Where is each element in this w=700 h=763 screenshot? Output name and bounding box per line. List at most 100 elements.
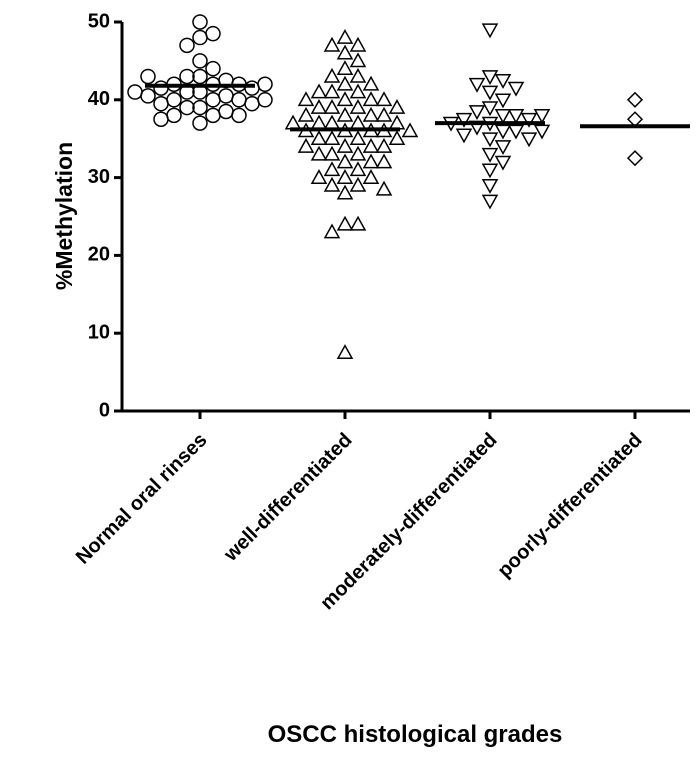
point — [312, 132, 326, 145]
point — [258, 93, 272, 107]
point — [338, 31, 352, 44]
point — [180, 69, 194, 83]
y-tick-label: 50 — [88, 10, 110, 32]
y-tick-label: 10 — [88, 321, 110, 343]
point — [338, 171, 352, 184]
point — [232, 93, 246, 107]
point — [351, 54, 365, 67]
point — [377, 108, 391, 121]
point — [535, 110, 549, 123]
point — [154, 112, 168, 126]
y-tick-label: 40 — [88, 88, 110, 110]
point — [325, 101, 339, 114]
point — [180, 38, 194, 52]
point — [509, 125, 523, 138]
point — [167, 93, 181, 107]
point — [312, 147, 326, 160]
point — [496, 94, 510, 107]
point — [193, 69, 207, 83]
point — [167, 108, 181, 122]
point — [128, 85, 142, 99]
point — [154, 81, 168, 95]
point — [141, 89, 155, 103]
y-tick-label: 0 — [99, 399, 110, 421]
point — [364, 155, 378, 168]
point — [338, 217, 352, 230]
point — [312, 101, 326, 114]
point — [628, 93, 642, 107]
point — [496, 141, 510, 154]
point — [325, 132, 339, 145]
x-tick-label: well-differentiated — [219, 429, 356, 566]
point — [351, 178, 365, 191]
point — [364, 93, 378, 106]
y-tick-label: 30 — [88, 166, 110, 188]
point — [351, 38, 365, 51]
point — [364, 139, 378, 152]
point — [470, 79, 484, 92]
point — [483, 195, 497, 208]
point — [351, 163, 365, 176]
point — [351, 132, 365, 145]
point — [325, 38, 339, 51]
chart: %Methylation OSCC histological grades 0 1… — [0, 0, 700, 758]
point — [219, 104, 233, 118]
point — [206, 93, 220, 107]
point — [338, 186, 352, 199]
point — [351, 116, 365, 129]
point — [180, 101, 194, 115]
point — [338, 139, 352, 152]
point — [206, 27, 220, 41]
point — [338, 46, 352, 59]
point — [325, 69, 339, 82]
point — [325, 116, 339, 129]
point — [509, 83, 523, 96]
point — [483, 133, 497, 146]
point — [351, 147, 365, 160]
point — [496, 110, 510, 123]
point — [364, 171, 378, 184]
point — [312, 116, 326, 129]
point — [232, 108, 246, 122]
point — [219, 89, 233, 103]
y-tick-label: 20 — [88, 244, 110, 266]
point — [258, 77, 272, 91]
point — [299, 139, 313, 152]
point — [483, 180, 497, 193]
point — [299, 108, 313, 121]
point — [483, 149, 497, 162]
point — [312, 85, 326, 98]
point — [496, 125, 510, 138]
point — [390, 116, 404, 129]
point — [286, 116, 300, 129]
point — [338, 346, 352, 359]
point — [496, 156, 510, 169]
point — [325, 85, 339, 98]
x-axis-title: OSCC histological grades — [268, 721, 563, 748]
point — [628, 112, 642, 126]
point — [245, 81, 259, 95]
y-axis-title: %Methylation — [51, 142, 77, 290]
point — [403, 124, 417, 137]
point — [299, 93, 313, 106]
point — [377, 93, 391, 106]
point — [325, 163, 339, 176]
point — [312, 171, 326, 184]
point — [377, 155, 391, 168]
point — [338, 77, 352, 90]
point — [193, 31, 207, 45]
point — [351, 69, 365, 82]
point — [496, 75, 510, 88]
point — [193, 116, 207, 130]
point — [325, 147, 339, 160]
point — [154, 97, 168, 111]
point — [325, 225, 339, 238]
point — [206, 62, 220, 76]
point — [522, 133, 536, 146]
point — [377, 182, 391, 195]
point — [193, 15, 207, 29]
x-tick-label: Normal oral rinses — [72, 429, 212, 569]
point — [338, 93, 352, 106]
point — [483, 102, 497, 115]
point — [535, 125, 549, 138]
